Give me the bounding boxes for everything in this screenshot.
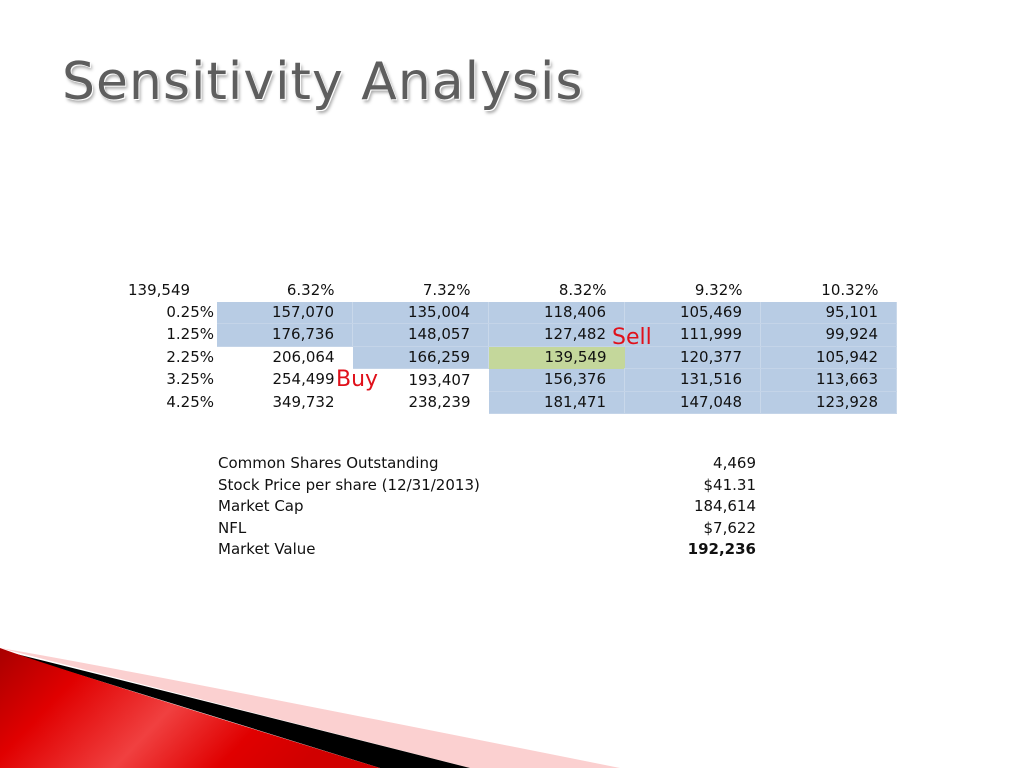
row-header: 1.25% [166,325,214,344]
sell-label: Sell [612,325,652,350]
table-cell: 157,070 [217,301,353,324]
summary-value: $7,622 [703,518,757,537]
summary-label: Market Value [218,540,316,559]
table-cell: 95,101 [760,301,897,324]
table-cell: 238,239 [352,391,489,414]
table-cell: 113,663 [760,368,897,392]
table-cell: 147,048 [624,391,761,414]
table-cell: 120,377 [624,346,761,369]
table-cell: 127,482 [488,323,625,347]
table-row: 3.25% 254,499 193,407 156,376 131,516 11… [82,368,897,392]
corner-value: 139,549 [128,281,191,300]
row-header: 4.25% [166,392,214,411]
table-row: 4.25% 349,732 238,239 181,471 147,048 12… [82,391,897,414]
current-value-cell: 139,549 [488,346,625,369]
summary-label: Common Shares Outstanding [218,454,439,473]
table-cell: 349,732 [217,391,353,414]
table-row: 0.25% 157,070 135,004 118,406 105,469 95… [82,301,897,324]
table-cell: 206,064 [217,346,353,369]
summary-row: NFL $7,622 [218,518,756,540]
buy-label: Buy [336,367,379,392]
slide-title: Sensitivity Analysis [62,52,584,112]
table-cell: 99,924 [760,323,897,347]
summary-row: Stock Price per share (12/31/2013) $41.3… [218,475,756,497]
column-header: 8.32% [558,281,607,300]
table-cell: 254,499 [217,368,353,391]
summary-row: Market Value 192,236 [218,539,756,561]
table-cell: 181,471 [488,391,625,414]
column-header: 7.32% [422,281,471,300]
table-cell: 156,376 [488,368,625,392]
summary-value: $41.31 [703,475,757,494]
table-cell: 131,516 [624,368,761,392]
summary-label: NFL [218,518,247,537]
table-cell: 148,057 [352,323,489,347]
row-header: 2.25% [166,347,214,366]
market-value-total: 192,236 [687,540,756,559]
summary-row: Common Shares Outstanding 4,469 [218,453,756,475]
table-cell: 135,004 [352,301,489,324]
table-cell: 176,736 [217,323,353,347]
table-cell: 105,469 [624,301,761,324]
summary-value: 184,614 [693,497,756,516]
table-cell: 111,999 [624,323,761,347]
sensitivity-table: 139,549 6.32% 7.32% 8.32% 9.32% 10.32% 0… [82,280,897,414]
summary-table: Common Shares Outstanding 4,469 Stock Pr… [218,453,756,561]
summary-value: 4,469 [713,454,756,473]
table-cell: 166,259 [352,346,489,369]
table-cell: 123,928 [760,391,897,414]
column-header: 10.32% [821,281,879,300]
table-row: 1.25% 176,736 148,057 127,482 111,999 99… [82,323,897,347]
summary-row: Market Cap 184,614 [218,496,756,518]
column-header: 6.32% [286,281,335,300]
row-header: 3.25% [166,370,214,389]
column-header: 9.32% [694,281,743,300]
summary-label: Market Cap [218,497,304,516]
row-header: 0.25% [166,303,214,321]
table-row: 2.25% 206,064 166,259 139,549 120,377 10… [82,346,897,369]
table-cell: 118,406 [488,301,625,324]
table-cell: 193,407 [352,368,489,391]
table-cell: 105,942 [760,346,897,369]
summary-label: Stock Price per share (12/31/2013) [218,475,480,494]
table-header-row: 139,549 6.32% 7.32% 8.32% 9.32% 10.32% [82,280,897,302]
